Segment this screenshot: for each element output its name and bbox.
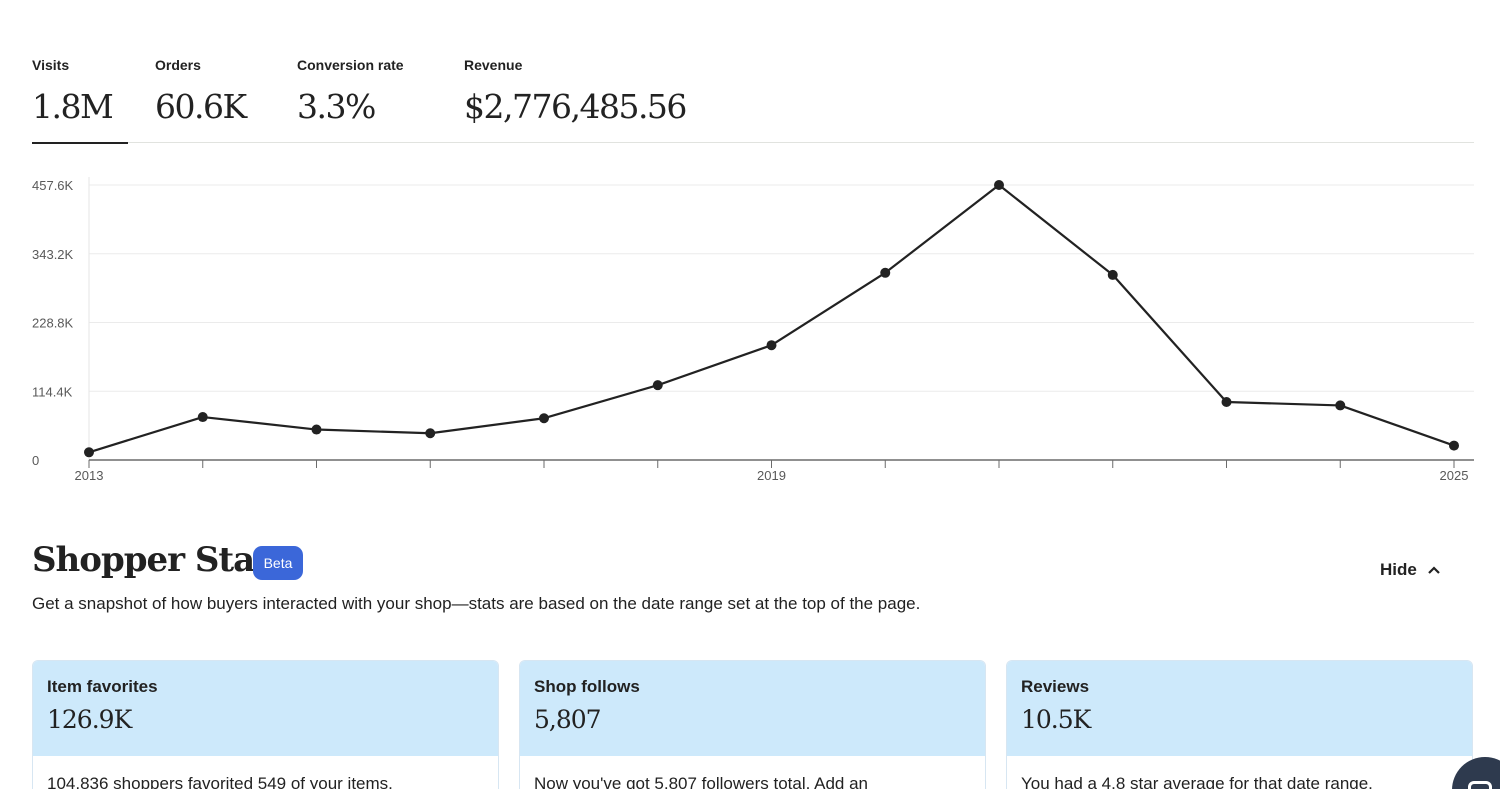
card-reviews: Reviews 10.5K You had a 4.8 star average… <box>1006 660 1473 789</box>
x-tick-label: 2025 <box>1440 468 1469 483</box>
metric-revenue[interactable]: Revenue $2,776,485.56 <box>464 56 687 143</box>
card-header: Shop follows 5,807 <box>520 661 985 756</box>
card-label: Reviews <box>1021 677 1090 696</box>
card-header: Item favorites 126.9K <box>33 661 498 756</box>
shopper-stats-title: Shopper Stats <box>32 540 288 580</box>
card-value: 10.5K <box>1021 705 1091 734</box>
y-tick-label: 228.8K <box>32 316 74 331</box>
data-point <box>766 340 777 351</box>
chat-icon <box>1468 781 1492 789</box>
y-tick-label: 0 <box>32 453 39 468</box>
metric-value: $2,776,485.56 <box>464 87 687 126</box>
data-point <box>1107 269 1118 280</box>
metric-visits[interactable]: Visits 1.8M <box>32 56 129 144</box>
chevron-up-icon <box>1428 566 1440 574</box>
card-body: You had a 4.8 star average for that date… <box>1021 774 1373 789</box>
data-point <box>994 180 1004 190</box>
data-point <box>1449 440 1459 451</box>
metric-orders[interactable]: Orders 60.6K <box>155 56 247 143</box>
data-point <box>1335 400 1346 411</box>
metric-label: Revenue <box>464 57 523 73</box>
metric-label: Conversion rate <box>297 57 404 73</box>
card-shop-follows: Shop follows 5,807 Now you've got 5,807 … <box>519 660 986 789</box>
y-tick-label: 114.4K <box>32 384 73 399</box>
metric-value: 3.3% <box>297 87 376 126</box>
visits-line-chart: 0 114.4K 228.8K 343.2K 457.6K 2013 2019 2025 <box>32 177 1474 483</box>
card-value: 5,807 <box>534 705 602 734</box>
card-label: Shop follows <box>534 677 640 696</box>
x-tick-label: 2013 <box>75 468 104 483</box>
y-tick-label: 457.6K <box>32 178 74 193</box>
card-body: 104,836 shoppers favorited 549 of your i… <box>47 774 393 789</box>
metric-value: 60.6K <box>155 87 247 126</box>
metric-conversion-rate[interactable]: Conversion rate 3.3% <box>297 56 404 143</box>
data-point <box>539 413 549 424</box>
metric-value: 1.8M <box>32 87 114 126</box>
card-label: Item favorites <box>47 677 158 696</box>
card-header: Reviews 10.5K <box>1007 661 1472 756</box>
hide-button[interactable]: Hide <box>1368 554 1453 586</box>
series-line <box>88 183 1455 454</box>
x-tick-label: 2019 <box>757 468 786 483</box>
card-body: Now you've got 5,807 followers total. Ad… <box>534 774 869 789</box>
data-point <box>1221 397 1232 408</box>
metrics-tabs: Visits 1.8M Orders 60.6K Conversion rate… <box>32 56 1474 144</box>
beta-badge: Beta <box>253 546 303 580</box>
data-point <box>197 412 208 423</box>
shopper-stats-subtitle: Get a snapshot of how buyers interacted … <box>32 594 921 613</box>
data-point <box>652 380 663 391</box>
card-item-favorites: Item favorites 126.9K 104,836 shoppers f… <box>32 660 499 789</box>
metric-label: Visits <box>32 57 70 73</box>
data-point <box>84 447 94 458</box>
data-point <box>880 267 891 278</box>
data-point <box>425 428 436 439</box>
hide-label: Hide <box>1380 560 1417 579</box>
card-value: 126.9K <box>47 705 132 734</box>
metric-label: Orders <box>155 57 201 73</box>
data-point <box>311 424 322 435</box>
help-chat-button[interactable] <box>1452 757 1500 789</box>
y-tick-label: 343.2K <box>32 247 74 262</box>
